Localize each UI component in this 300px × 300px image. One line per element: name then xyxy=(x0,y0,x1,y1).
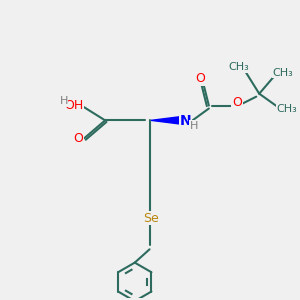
Text: CH₃: CH₃ xyxy=(228,62,249,72)
Text: OH: OH xyxy=(64,99,84,112)
Text: O: O xyxy=(74,132,83,145)
Text: O: O xyxy=(195,72,205,86)
Text: N: N xyxy=(180,114,191,128)
Text: Se: Se xyxy=(143,212,159,225)
Text: H: H xyxy=(59,96,68,106)
Text: H: H xyxy=(190,121,198,131)
Text: CH₃: CH₃ xyxy=(276,103,297,113)
Text: CH₃: CH₃ xyxy=(273,68,293,78)
Text: O: O xyxy=(232,96,242,109)
Polygon shape xyxy=(151,117,179,124)
